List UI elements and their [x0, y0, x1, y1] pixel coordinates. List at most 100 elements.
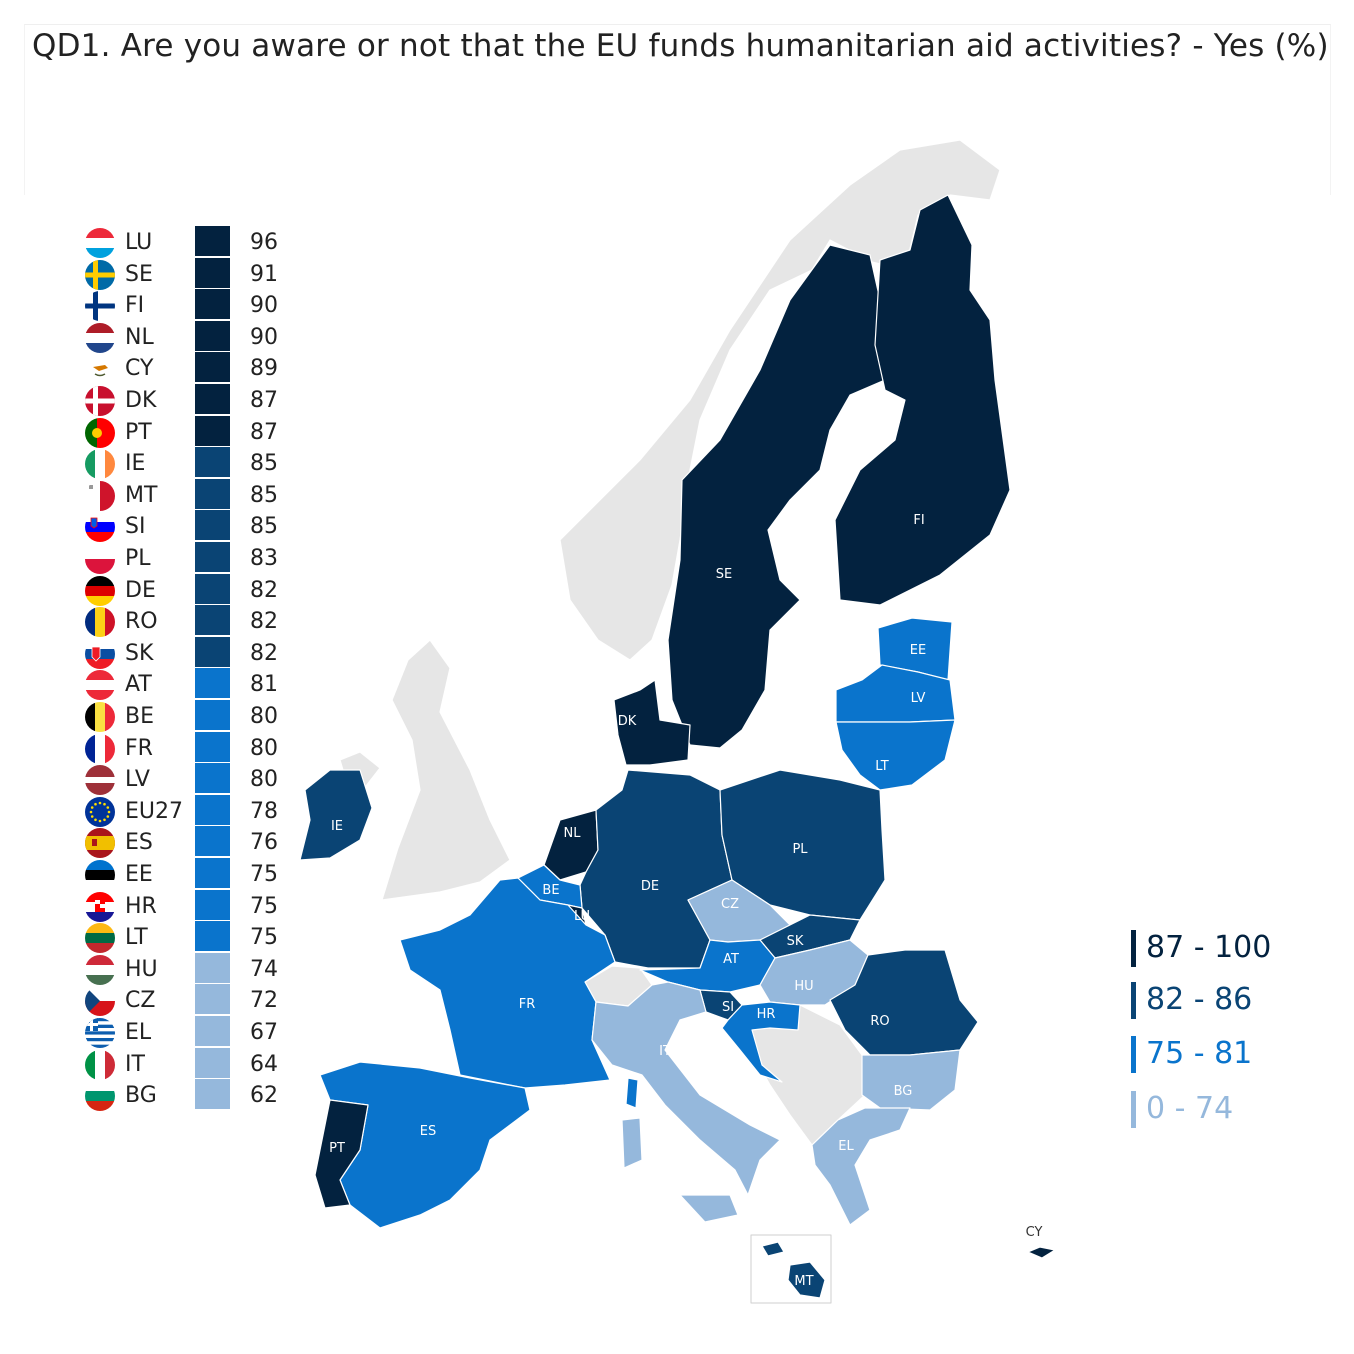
- value-swatch: [195, 478, 230, 510]
- value-swatch: [195, 636, 230, 668]
- map-lt: [835, 719, 956, 791]
- uk-region: [381, 639, 511, 901]
- ranking-row-hr: HR 75: [82, 889, 302, 922]
- legend-color-bar: [1131, 982, 1136, 1019]
- eu-flag-icon: [85, 796, 115, 827]
- ranking-row-pl: PL 83: [82, 542, 302, 574]
- map-label-be: BE: [542, 883, 559, 898]
- legend-label: 82 - 86: [1146, 982, 1253, 1017]
- ranking-row-si: SI 85: [82, 510, 302, 543]
- map-label-cy: CY: [1026, 1225, 1043, 1240]
- ranking-row-de: DE 82: [82, 573, 302, 606]
- ranking-row-es: ES 76: [82, 826, 302, 859]
- map-label-el: EL: [838, 1139, 854, 1154]
- denmark-flag-icon: [85, 386, 115, 416]
- map-se: [667, 244, 886, 749]
- country-value: 75: [250, 925, 278, 951]
- country-code: SK: [125, 640, 154, 666]
- country-value: 96: [250, 230, 278, 255]
- country-value: 62: [250, 1083, 278, 1109]
- country-code: DE: [125, 577, 156, 603]
- country-code: SI: [125, 514, 146, 540]
- legend-label: 87 - 100: [1146, 930, 1272, 965]
- title-frame: [24, 24, 1331, 195]
- map-pl: [719, 769, 886, 921]
- ranking-row-bg: BG 62: [82, 1079, 302, 1112]
- legend-label: 0 - 74: [1146, 1091, 1234, 1126]
- country-code: HU: [125, 956, 158, 982]
- map-label-se: SE: [716, 567, 732, 582]
- map-sicily: [679, 1194, 739, 1223]
- value-swatch: [195, 984, 230, 1016]
- ranking-row-at: AT 81: [82, 668, 302, 701]
- ranking-row-el: EL 67: [82, 1016, 302, 1048]
- country-value: 83: [250, 546, 278, 571]
- country-code: AT: [125, 672, 152, 698]
- map-label-pl: PL: [792, 842, 808, 857]
- value-swatch: [195, 763, 230, 795]
- ranking-row-nl: NL 90: [82, 320, 302, 353]
- map-label-es: ES: [420, 1124, 436, 1139]
- country-code: CY: [125, 356, 154, 382]
- ranking-row-be: BE 80: [82, 700, 302, 732]
- country-value: 76: [250, 830, 278, 856]
- map-el: [811, 1107, 911, 1226]
- page-title: QD1. Are you aware or not that the EU fu…: [32, 28, 1329, 64]
- country-value: 85: [250, 482, 278, 508]
- map-label-ie: IE: [331, 819, 343, 834]
- map-label-dk: DK: [618, 714, 637, 729]
- country-code: LV: [125, 767, 150, 793]
- value-swatch: [195, 1016, 230, 1047]
- ranking-row-it: IT 64: [82, 1047, 302, 1080]
- country-code: DK: [125, 388, 157, 413]
- country-value: 64: [250, 1051, 278, 1077]
- country-value: 82: [250, 640, 278, 666]
- ranking-row-cz: CZ 72: [82, 984, 302, 1017]
- value-swatch: [195, 921, 230, 953]
- france-flag-icon: [85, 733, 115, 764]
- map-sardinia: [621, 1117, 643, 1169]
- map-label-ee: EE: [910, 643, 926, 658]
- country-value: 78: [250, 798, 278, 824]
- legend-item-1: 87 - 100: [1128, 928, 1328, 968]
- portugal-flag-icon: [85, 417, 115, 448]
- ranking-row-eu27: EU27 78: [82, 794, 302, 827]
- country-code: BE: [125, 704, 154, 729]
- croatia-flag-icon: [85, 891, 115, 922]
- country-code: IE: [125, 451, 146, 477]
- finland-flag-icon: [85, 291, 115, 322]
- value-swatch: [195, 510, 230, 542]
- belgium-flag-icon: [85, 702, 115, 732]
- value-swatch: [195, 794, 230, 826]
- sweden-flag-icon: [85, 259, 115, 290]
- country-code: LT: [125, 925, 148, 951]
- country-value: 75: [250, 862, 278, 887]
- value-swatch: [195, 415, 230, 447]
- country-code: EL: [125, 1020, 152, 1045]
- value-swatch: [195, 352, 230, 384]
- value-swatch: [195, 889, 230, 921]
- romania-flag-icon: [85, 607, 115, 638]
- map-fi: [834, 194, 1011, 606]
- value-swatch: [195, 226, 230, 257]
- map-label-sk: SK: [787, 934, 804, 949]
- map-label-de: DE: [641, 879, 659, 894]
- map-it: [591, 981, 781, 1196]
- lithuania-flag-icon: [85, 923, 115, 954]
- map-label-at: AT: [723, 952, 739, 967]
- value-swatch: [195, 320, 230, 352]
- country-value: 80: [250, 767, 278, 793]
- map-label-lt: LT: [875, 759, 888, 774]
- country-value: 85: [250, 514, 278, 540]
- map-mt: [761, 1241, 826, 1299]
- country-code: RO: [125, 609, 158, 635]
- country-code: ES: [125, 830, 153, 856]
- map-label-fr: FR: [519, 997, 536, 1012]
- map-label-mt: MT: [794, 1274, 813, 1289]
- value-swatch: [195, 1047, 230, 1079]
- map-label-cz: CZ: [721, 897, 739, 912]
- slovenia-flag-icon: [85, 512, 115, 543]
- value-swatch: [195, 447, 230, 479]
- country-code: NL: [125, 324, 154, 350]
